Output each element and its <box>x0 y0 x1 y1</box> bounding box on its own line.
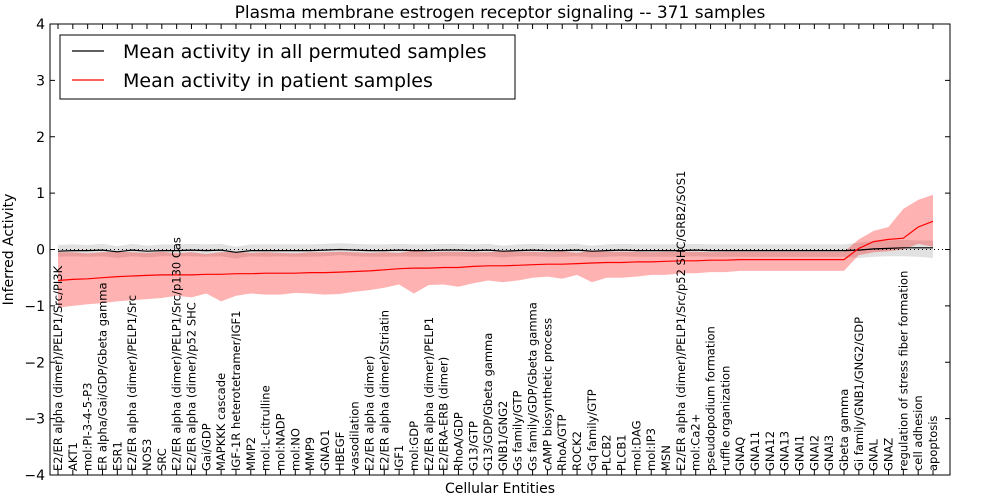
x-tick-label: GNAQ <box>733 437 747 471</box>
x-tick-label: ESR1 <box>110 441 124 471</box>
x-tick-label: NOS3 <box>140 439 154 471</box>
x-tick-label: ROCK2 <box>570 431 584 471</box>
x-tick-label: E2/ER alpha (dimer) <box>362 356 376 471</box>
x-tick-label: HBEGF <box>333 432 347 471</box>
x-tick-label: regulation of stress fiber formation <box>896 271 910 471</box>
x-tick-label: E2/ER alpha (dimer)/p52 SHC <box>184 302 198 471</box>
x-tick-label: cAMP biosynthetic process <box>540 318 554 471</box>
x-tick-label: GNAO1 <box>318 429 332 471</box>
y-axis: −4 −3 −2 −1 0 1 2 3 4 <box>24 17 950 484</box>
x-tick-label: MSN <box>659 445 673 471</box>
chart-title: Plasma membrane estrogen receptor signal… <box>235 3 766 23</box>
x-tick-label: mol:GDP <box>407 421 421 471</box>
x-tick-label: E2/ER alpha (dimer)/PELP1/Src <box>125 295 139 471</box>
x-tick-label: mol:DAG <box>629 420 643 471</box>
x-tick-label: apoptosis <box>926 416 940 471</box>
x-tick-label: G13/GDP/Gbeta gamma <box>481 333 495 471</box>
x-tick-label: PLCB2 <box>600 434 614 471</box>
x-tick-label: IGF1 <box>392 445 406 471</box>
y-tick-label: −3 <box>24 412 45 428</box>
x-tick-label: ruffle organization <box>718 366 732 471</box>
x-tick-label: GNAI3 <box>822 435 836 471</box>
x-tick-label: GNA13 <box>778 431 792 471</box>
legend-label-permuted: Mean activity in all permuted samples <box>123 41 486 63</box>
x-tick-label: mol:L-citrulline <box>259 385 273 471</box>
x-tick-label: Gs family/GDP/Gbeta gamma <box>526 302 540 471</box>
confidence-bands <box>58 194 933 308</box>
x-tick-label: G13/GTP <box>466 421 480 471</box>
x-axis-label: Cellular Entities <box>445 481 555 497</box>
x-tick-label: MMP2 <box>244 437 258 471</box>
x-tick-label: SRC <box>155 448 169 471</box>
y-tick-label: 2 <box>36 130 45 146</box>
x-tick-label: mol:NO <box>288 428 302 471</box>
band-patient <box>58 194 933 308</box>
y-axis-label: Inferred Activity <box>1 194 17 306</box>
y-tick-label: 1 <box>36 186 45 202</box>
series-line-patient <box>57 220 934 282</box>
x-tick-label: pseudopodium formation <box>704 326 718 471</box>
y-tick-label: 3 <box>36 73 45 89</box>
y-tick-label: −4 <box>24 468 45 484</box>
x-tick-label: E2/ER alpha (dimer)/PELP1/Src/p130 Cas <box>170 237 184 471</box>
x-tick-label: Gai/GDP <box>199 423 213 471</box>
legend-label-patient: Mean activity in patient samples <box>123 70 433 92</box>
x-tick-label: RhoA/GTP <box>555 414 569 471</box>
x-tick-label: Gi family/GNB1/GNG2/GDP <box>852 317 866 471</box>
x-tick-label: E2/ER alpha (dimer)/PELP1 <box>422 317 436 471</box>
x-tick-label: GNAI2 <box>807 435 821 471</box>
x-tick-label: Gbeta gamma <box>837 389 851 471</box>
x-axis: E2/ER alpha (dimer)/PELP1/Src/PI3K AKT1 mo… <box>51 24 940 475</box>
x-tick-label: Gq family/GTP <box>585 389 599 471</box>
series-line-permuted <box>57 247 933 253</box>
x-tick-label: RhoA/GDP <box>451 412 465 471</box>
x-tick-label: mol:PI-3-4-5-P3 <box>81 383 95 471</box>
x-tick-label: GNB1/GNG2 <box>496 401 510 471</box>
x-tick-label: MMP9 <box>303 437 317 471</box>
x-tick-label: mol:Ca2+ <box>689 414 703 471</box>
legend: Mean activity in all permuted samples Me… <box>59 34 516 100</box>
x-tick-label: Gs family/GTP <box>511 391 525 471</box>
x-tick-label: GNAZ <box>882 438 896 471</box>
x-tick-label: E2/ER alpha (dimer)/PELP1/Src/PI3K <box>51 265 65 471</box>
band-permuted <box>58 239 933 259</box>
x-tick-label: IGF-1R heterotetramer/IGF1 <box>229 311 243 471</box>
y-tick-label: 0 <box>36 243 45 259</box>
y-tick-label: −1 <box>24 299 45 315</box>
x-tick-label: GNA11 <box>748 431 762 471</box>
x-tick-label: AKT1 <box>66 442 80 471</box>
x-tick-label: ER alpha/Gai/GDP/Gbeta gamma <box>95 282 109 471</box>
x-tick-label: PLCB1 <box>615 434 629 471</box>
series-lines <box>57 220 934 282</box>
x-tick-label: MAPKKK cascade <box>214 373 228 471</box>
legend-box <box>59 34 516 100</box>
y-tick-label: −2 <box>24 355 45 371</box>
x-tick-label: GNAL <box>867 439 881 471</box>
x-tick-label: mol:IP3 <box>644 428 658 471</box>
x-tick-label: E2/ERA-ERB (dimer) <box>437 357 451 471</box>
x-tick-label: E2/ER alpha (dimer)/Striatin <box>377 310 391 471</box>
x-tick-label: vasodilation <box>348 401 362 471</box>
x-tick-label: cell adhesion <box>911 395 925 471</box>
x-tick-label: E2/ER alpha (dimer)/PELP1/Src/p52 SHC/GR… <box>674 171 688 471</box>
x-tick-label: mol:NADP <box>273 413 287 471</box>
x-tick-label: GNA12 <box>763 431 777 471</box>
y-tick-label: 4 <box>36 17 45 33</box>
x-tick-label: GNAI1 <box>793 435 807 471</box>
